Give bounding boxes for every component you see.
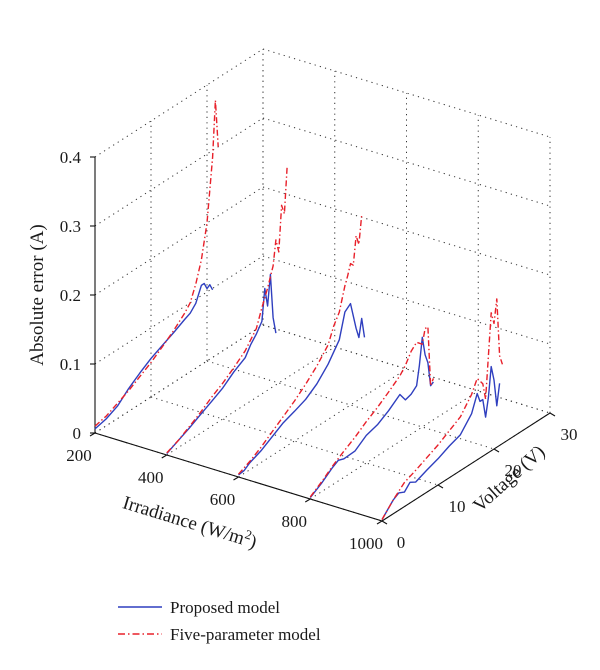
z-tick-label: 0.3	[60, 217, 81, 236]
five-parameter-model-line-200	[94, 99, 219, 427]
z-tick-label: 0.2	[60, 286, 81, 305]
x-axis-tick	[376, 520, 383, 525]
y-axis-tick	[549, 412, 556, 417]
proposed-model-line-800	[309, 336, 434, 499]
grid-line-floor-x	[94, 324, 264, 434]
grid-lines	[94, 48, 551, 522]
x-tick-label: 200	[66, 446, 92, 465]
axes	[89, 156, 556, 525]
tick-labels: 0 0.1 0.2 0.3 0.4 200 400 600 800 1000 0 10 20 30	[60, 148, 578, 553]
y-tick-label: 20	[505, 461, 522, 480]
x-axis-tick	[89, 432, 96, 437]
grid-line-side-z	[94, 117, 264, 227]
x-tick-label: 1000	[349, 534, 383, 553]
grid-line-side-z	[94, 255, 264, 365]
grid-line-floor-y	[206, 360, 495, 450]
z-tick-label: 0.4	[60, 148, 82, 167]
proposed-model-line-600	[238, 302, 366, 476]
x-axis-tick	[304, 498, 311, 503]
y-tick-label: 10	[449, 497, 466, 516]
five-parameter-model-line-800	[309, 326, 435, 498]
z-tick-label: 0.1	[60, 355, 81, 374]
z-tick-label: 0	[73, 424, 82, 443]
x-axis-tick	[161, 454, 168, 459]
y-axis-tick	[381, 520, 388, 525]
series-lines	[94, 99, 504, 520]
grid-line-back-z	[262, 186, 551, 276]
grid-line-side-z	[94, 48, 264, 158]
grid-line-side-z	[94, 186, 264, 296]
y-axis-title: Voltage (V)	[469, 441, 549, 516]
legend-item-proposed: Proposed model	[118, 598, 280, 617]
y-tick-label: 30	[561, 425, 578, 444]
y-tick-label: 0	[397, 533, 406, 552]
x-tick-label: 800	[282, 512, 308, 531]
legend-label-five-parameter: Five-parameter model	[170, 625, 321, 644]
x-tick-label: 600	[210, 490, 236, 509]
x-axis-title: Irradiance (W/m2)	[120, 490, 260, 554]
proposed-model-line-200	[94, 282, 214, 430]
z-axis-title: Absolute error (A)	[27, 224, 48, 365]
legend-item-five-parameter: Five-parameter model	[118, 625, 321, 644]
grid-line-floor-x	[238, 368, 407, 478]
five-parameter-model-line-400	[166, 167, 288, 454]
y-axis-tick	[437, 484, 444, 489]
x-axis-tick	[233, 476, 239, 481]
proposed-model-line-400	[166, 273, 277, 455]
legend: Proposed model Five-parameter model	[118, 598, 321, 644]
proposed-model-line-1000	[381, 365, 501, 520]
five-parameter-model-line-600	[237, 214, 363, 475]
x-tick-label: 400	[138, 468, 164, 487]
y-axis-line	[381, 412, 551, 522]
grid-line-side-z	[94, 324, 264, 434]
grid-line-floor-x	[166, 346, 336, 456]
y-axis-tick	[493, 448, 500, 453]
legend-label-proposed: Proposed model	[170, 598, 280, 617]
grid-line-floor-y	[150, 396, 439, 486]
grid-line-floor-x	[309, 390, 479, 500]
